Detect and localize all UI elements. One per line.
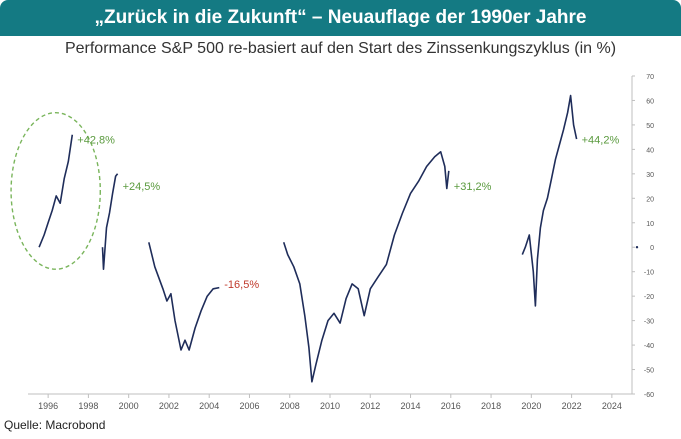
data-label: +31,2% (454, 181, 492, 193)
x-tick-label: 2012 (360, 401, 380, 411)
y-tick-label: -10 (644, 270, 654, 277)
y-tick-label: 10 (646, 221, 654, 228)
title-banner: „Zurück in die Zukunft“ – Neuauflage der… (0, 0, 681, 36)
data-label: -16,5% (224, 279, 259, 291)
series-line-5 (521, 94, 578, 307)
y-tick-label: 20 (646, 196, 654, 203)
y-tick-label: -30 (644, 319, 654, 326)
x-tick-label: 2022 (562, 401, 582, 411)
y-tick-label: 30 (646, 172, 654, 179)
series-line-1 (38, 134, 74, 248)
source-note: Quelle: Macrobond (4, 418, 106, 432)
series-lines (38, 94, 578, 383)
y-tick-label: -50 (644, 368, 654, 375)
data-label: +42,8% (77, 135, 115, 147)
page-title: „Zurück in die Zukunft“ – Neuauflage der… (94, 7, 587, 28)
x-tick-label: 2020 (521, 401, 541, 411)
data-label: +44,2% (582, 135, 620, 147)
x-tick-label: 1998 (78, 401, 98, 411)
data-label: +24,5% (123, 181, 161, 193)
x-tick-label: 2004 (199, 401, 219, 411)
data-labels: +42,8% +24,5% -16,5% +31,2% +44,2% (77, 135, 619, 291)
x-tick-label: 2016 (441, 401, 461, 411)
y-tick-label: 70 (646, 74, 654, 81)
x-tick-label: 2018 (481, 401, 501, 411)
series-line-3 (148, 242, 220, 351)
x-tick-label: 2006 (239, 401, 259, 411)
highlight-ellipse (10, 112, 101, 270)
chart-subtitle: Performance S&P 500 re-basiert auf den S… (64, 40, 617, 57)
x-tick-label: 2024 (602, 401, 622, 411)
y-tick-label: 50 (646, 123, 654, 130)
y-tick-label: -20 (644, 294, 654, 301)
x-tick-label: 2002 (159, 401, 179, 411)
highlight-ellipse-shape (10, 112, 101, 270)
y-tick-label: -60 (644, 392, 654, 399)
x-tick-label: 2000 (119, 401, 139, 411)
series-line-2 (101, 173, 119, 271)
x-tick-label: 2008 (280, 401, 300, 411)
series-line-4 (282, 151, 450, 383)
zero-point-marker (635, 246, 639, 249)
y-tick-label: 60 (646, 98, 654, 105)
x-tick-label: 1996 (38, 401, 58, 411)
y-tick-label: -40 (644, 343, 654, 350)
y-tick-label: 0 (650, 245, 654, 252)
x-tick-label: 2010 (320, 401, 340, 411)
x-tick-label: 2014 (401, 401, 421, 411)
y-tick-label: 40 (646, 147, 654, 154)
